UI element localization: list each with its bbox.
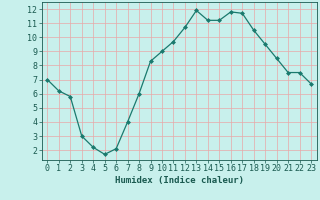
X-axis label: Humidex (Indice chaleur): Humidex (Indice chaleur) <box>115 176 244 185</box>
